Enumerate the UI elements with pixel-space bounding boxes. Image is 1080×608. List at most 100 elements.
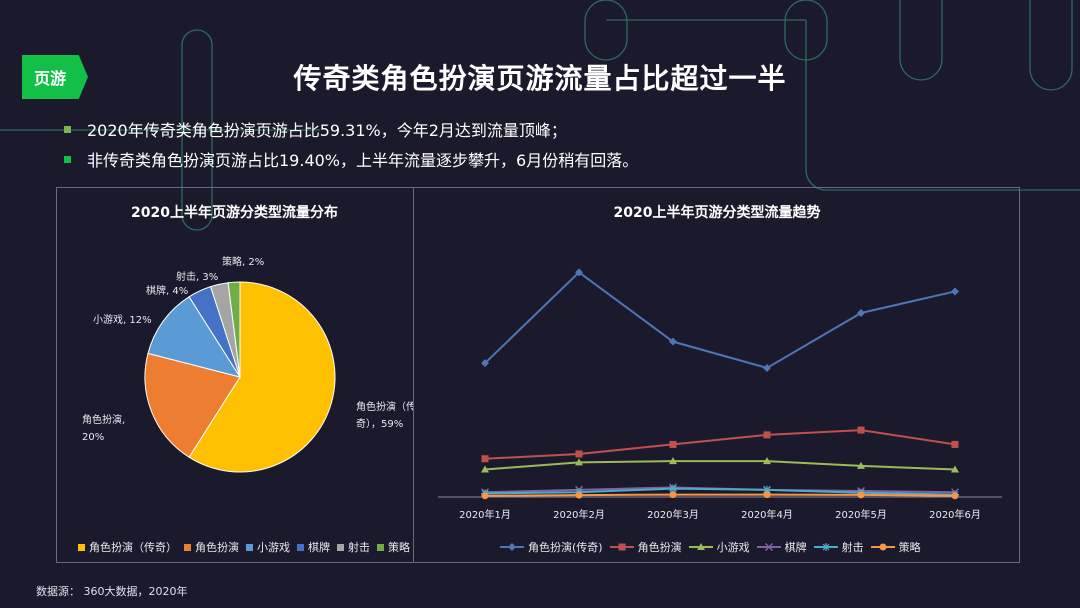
data-point [763, 363, 771, 372]
data-point [575, 458, 583, 466]
legend-label: 策略 [388, 541, 410, 554]
legend-label: 角色扮演 [637, 541, 682, 554]
legend-line-key [500, 543, 524, 551]
data-point [951, 287, 959, 296]
bullet-item: 2020年传奇类角色扮演页游占比59.31%，今年2月达到流量顶峰； [64, 114, 638, 144]
legend-item: 小游戏 [246, 539, 290, 555]
legend-label: 角色扮演(传奇) [528, 541, 603, 554]
data-point [575, 491, 583, 499]
line-legend: 角色扮演(传奇) 角色扮演 小游戏 棋牌 射击 策略 [500, 539, 928, 555]
legend-line-key [688, 543, 713, 550]
legend-swatch [337, 543, 344, 551]
pie-legend: 角色扮演（传奇） 角色扮演 小游戏 棋牌 射击 策略 [78, 539, 417, 555]
bullet-item: 非传奇类角色扮演页游占比19.40%，上半年流量逐步攀升，6月份稍有回落。 [64, 144, 638, 174]
legend-label: 小游戏 [716, 541, 750, 554]
legend-label: 角色扮演（传奇） [89, 541, 177, 554]
panel-divider [413, 187, 414, 563]
bullet-list: 2020年传奇类角色扮演页游占比59.31%，今年2月达到流量顶峰； 非传奇类角… [64, 114, 638, 174]
legend-label: 棋牌 [308, 541, 330, 554]
legend-swatch [377, 543, 384, 551]
pie-slice [144, 352, 241, 458]
pie-data-label: 策略, 2% [222, 255, 264, 268]
data-point [575, 450, 583, 458]
line-chart-title: 2020上半年页游分类型流量趋势 [613, 205, 821, 221]
data-point [763, 491, 771, 499]
legend-swatch [78, 543, 85, 551]
pie-chart: 角色扮演（传奇），59% 角色扮演, 20% 小游戏, 12% 棋牌, 4%射击, 3%… [82, 255, 413, 473]
data-point [951, 440, 959, 448]
bullet-text: 2020年传奇类角色扮演页游占比59.31%，今年2月达到流量顶峰； [87, 121, 567, 140]
legend-item: 角色扮演(传奇) [500, 539, 603, 555]
line-chart: 2020年1月 2020年2月 2020年3月 2020年4月 2020年5月 2020年… [438, 268, 1002, 521]
pie-data-label: 角色扮演, [82, 413, 125, 426]
pie-data-label: 20% [82, 432, 104, 443]
legend-marker [821, 543, 830, 551]
pie-data-label: 奇），59% [356, 417, 403, 430]
data-point [575, 268, 583, 277]
data-source: 数据源： 360大数据，2020年 [36, 585, 188, 598]
data-point [669, 440, 677, 448]
legend-item: 射击 [337, 539, 370, 555]
data-point [669, 457, 677, 465]
data-point [481, 465, 489, 473]
legend-marker [508, 543, 516, 551]
page-title: 传奇类角色扮演页游流量占比超过一半 [293, 62, 787, 95]
legend-item: 射击 [813, 539, 864, 555]
legend-label: 棋牌 [784, 541, 807, 554]
pie-data-label: 棋牌, 4% [146, 284, 188, 297]
x-tick-label: 2020年3月 [647, 508, 699, 521]
data-point [481, 492, 489, 500]
legend-marker [764, 542, 773, 552]
legend-swatch [184, 543, 191, 551]
data-point [669, 484, 677, 493]
legend-item: 角色扮演 [184, 539, 239, 555]
data-point [857, 461, 865, 469]
data-point [951, 465, 959, 473]
pie-slice [188, 281, 336, 473]
data-point [481, 359, 489, 368]
data-point [951, 492, 959, 500]
legend-item: 策略 [870, 539, 921, 555]
data-point [481, 455, 489, 463]
legend-label: 射击 [348, 541, 370, 554]
bullet-marker [64, 155, 71, 163]
series-line [484, 271, 956, 370]
x-tick-label: 2020年4月 [741, 508, 793, 521]
legend-line-key [756, 542, 781, 552]
charts-panel [56, 187, 1020, 563]
legend-label: 角色扮演 [195, 541, 239, 554]
bullet-text: 非传奇类角色扮演页游占比19.40%，上半年流量逐步攀升，6月份稍有回落。 [87, 151, 639, 170]
series-line [484, 460, 956, 471]
data-point [763, 457, 771, 465]
series-line [484, 493, 956, 497]
data-point [763, 485, 771, 494]
legend-swatch [246, 543, 253, 551]
legend-label: 策略 [898, 541, 921, 554]
section-tag: 页游 [22, 55, 88, 99]
legend-swatch [297, 543, 304, 551]
pie-data-label: 小游戏, 12% [93, 313, 152, 326]
legend-item: 策略 [377, 539, 410, 555]
x-tick-label: 2020年5月 [835, 508, 887, 521]
pie-slice [147, 296, 242, 378]
series-line [484, 429, 956, 460]
data-point [857, 426, 865, 434]
pie-data-label: 角色扮演（传 [356, 400, 413, 413]
legend-marker [696, 543, 705, 550]
series-line [484, 487, 956, 496]
data-point [669, 491, 677, 499]
legend-line-key [609, 543, 634, 551]
x-tick-label: 2020年1月 [459, 508, 511, 521]
legend-item: 棋牌 [297, 539, 330, 555]
data-point [763, 431, 771, 439]
data-point [669, 337, 677, 346]
legend-item: 棋牌 [756, 539, 807, 555]
x-tick-label: 2020年6月 [929, 508, 981, 521]
legend-line-key [870, 543, 895, 551]
legend-marker [618, 543, 626, 551]
x-tick-label: 2020年2月 [553, 508, 605, 521]
pie-chart-title: 2020上半年页游分类型流量分布 [131, 205, 338, 221]
legend-label: 小游戏 [257, 541, 290, 554]
legend-item: 角色扮演（传奇） [78, 539, 177, 555]
